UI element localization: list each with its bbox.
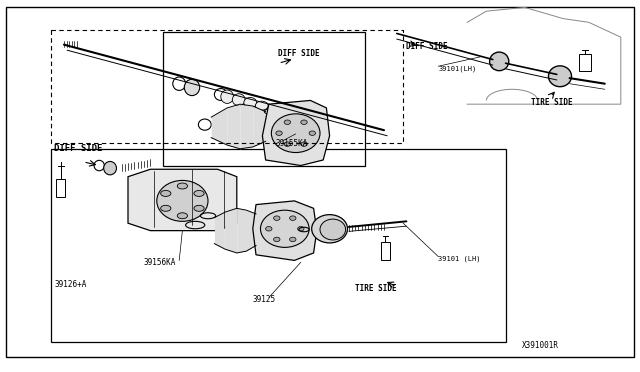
Ellipse shape	[290, 216, 296, 220]
Ellipse shape	[194, 190, 204, 196]
Text: X391001R: X391001R	[522, 341, 559, 350]
Ellipse shape	[255, 101, 268, 110]
Ellipse shape	[320, 219, 346, 240]
Ellipse shape	[276, 131, 282, 135]
Text: 39126+A: 39126+A	[54, 280, 87, 289]
Ellipse shape	[274, 237, 280, 242]
Polygon shape	[253, 201, 317, 260]
Ellipse shape	[298, 227, 304, 231]
Bar	[56, 179, 65, 197]
Text: 39125: 39125	[253, 295, 276, 304]
Text: DIFF SIDE: DIFF SIDE	[406, 42, 448, 51]
Bar	[163, 32, 365, 166]
Ellipse shape	[244, 97, 257, 108]
Text: DIFF SIDE: DIFF SIDE	[278, 49, 320, 58]
Text: 39155KA: 39155KA	[275, 139, 308, 148]
Polygon shape	[128, 169, 237, 231]
Bar	[51, 149, 506, 342]
Ellipse shape	[194, 205, 204, 211]
Ellipse shape	[104, 161, 116, 175]
Ellipse shape	[177, 213, 188, 219]
Ellipse shape	[312, 215, 348, 243]
Text: DIFF SIDE: DIFF SIDE	[54, 144, 103, 153]
Ellipse shape	[157, 180, 208, 221]
Ellipse shape	[284, 120, 291, 125]
Ellipse shape	[232, 94, 245, 106]
Ellipse shape	[274, 216, 280, 220]
Ellipse shape	[161, 190, 171, 196]
Ellipse shape	[161, 205, 171, 211]
Ellipse shape	[309, 131, 316, 135]
Text: TIRE SIDE: TIRE SIDE	[355, 284, 397, 293]
Ellipse shape	[284, 142, 291, 146]
Text: 39101 (LH): 39101 (LH)	[438, 255, 481, 262]
Ellipse shape	[271, 114, 320, 153]
Bar	[579, 54, 591, 71]
Ellipse shape	[221, 90, 234, 103]
Ellipse shape	[301, 142, 307, 146]
Polygon shape	[262, 100, 330, 166]
Ellipse shape	[290, 237, 296, 242]
Ellipse shape	[548, 66, 572, 87]
Ellipse shape	[301, 120, 307, 125]
Ellipse shape	[266, 227, 272, 231]
Ellipse shape	[177, 183, 188, 189]
Ellipse shape	[260, 210, 309, 247]
Bar	[381, 242, 390, 260]
Text: 39156KA: 39156KA	[144, 258, 177, 267]
Text: 39101(LH): 39101(LH)	[438, 65, 477, 72]
Ellipse shape	[490, 52, 509, 71]
Text: TIRE SIDE: TIRE SIDE	[531, 98, 573, 107]
Ellipse shape	[184, 79, 200, 96]
